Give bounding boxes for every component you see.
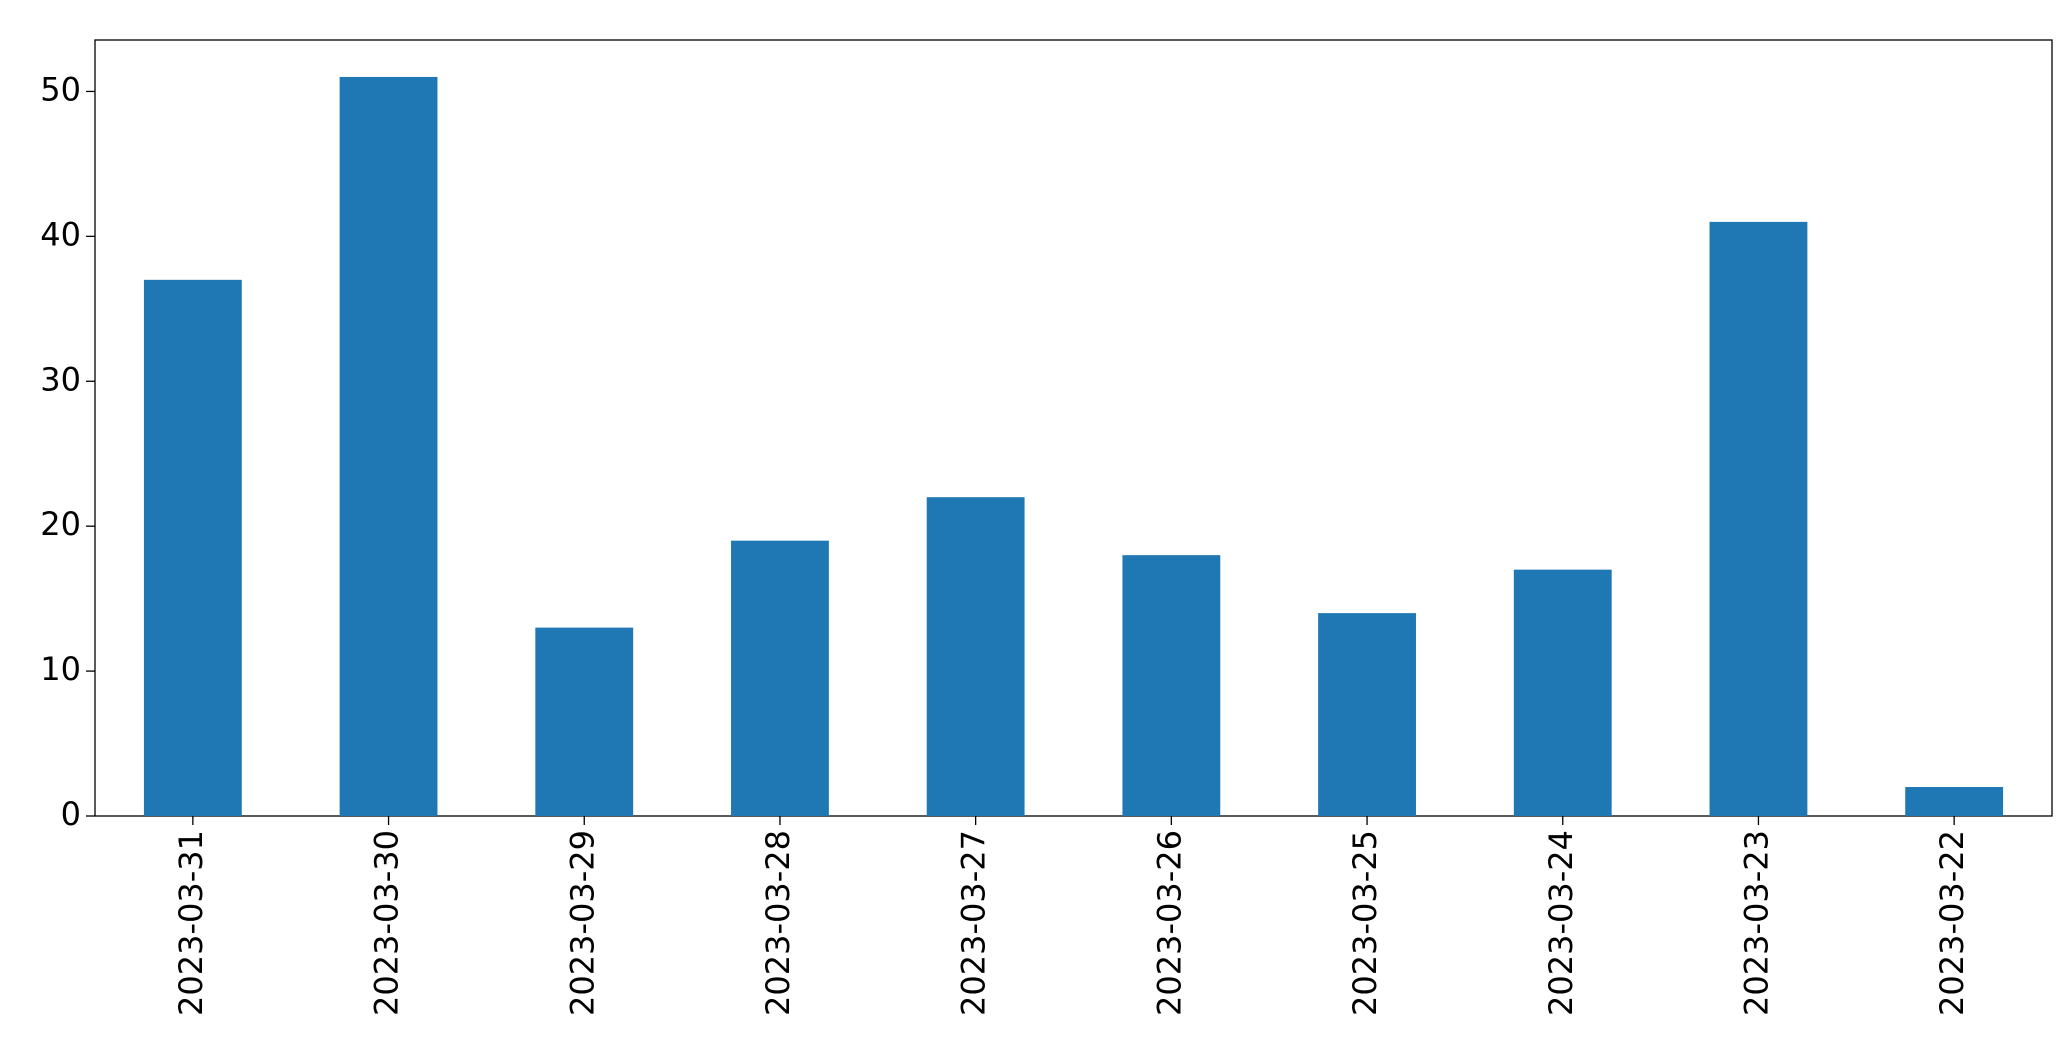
x-tick-label: 2023-03-27 <box>955 830 993 1016</box>
bar <box>339 76 438 816</box>
y-tick-label: 20 <box>40 505 81 543</box>
bar <box>1709 221 1808 817</box>
bar <box>1513 569 1612 816</box>
plot-frame <box>94 39 2053 817</box>
x-tick-label: 2023-03-29 <box>563 830 601 1016</box>
y-tick-label: 0 <box>61 795 81 833</box>
y-tick-label: 50 <box>40 70 81 108</box>
y-tick-label: 10 <box>40 650 81 688</box>
bar <box>535 627 634 816</box>
x-tick-label: 2023-03-26 <box>1150 830 1188 1016</box>
x-tick-label: 2023-03-30 <box>368 830 406 1016</box>
bar <box>731 540 829 816</box>
x-tick-label: 2023-03-22 <box>1933 830 1971 1016</box>
y-tick-label: 30 <box>40 360 81 398</box>
x-tick-label: 2023-03-28 <box>759 830 797 1016</box>
bar <box>1122 555 1221 816</box>
x-tick-label: 2023-03-25 <box>1346 830 1384 1016</box>
x-tick-label: 2023-03-23 <box>1737 830 1775 1016</box>
bar <box>926 497 1025 816</box>
bar <box>143 279 242 816</box>
y-tick-label: 40 <box>40 215 81 253</box>
bar <box>1318 613 1416 816</box>
x-tick-label: 2023-03-31 <box>172 830 210 1016</box>
x-tick-label: 2023-03-24 <box>1542 830 1580 1016</box>
bar <box>1905 787 2004 816</box>
